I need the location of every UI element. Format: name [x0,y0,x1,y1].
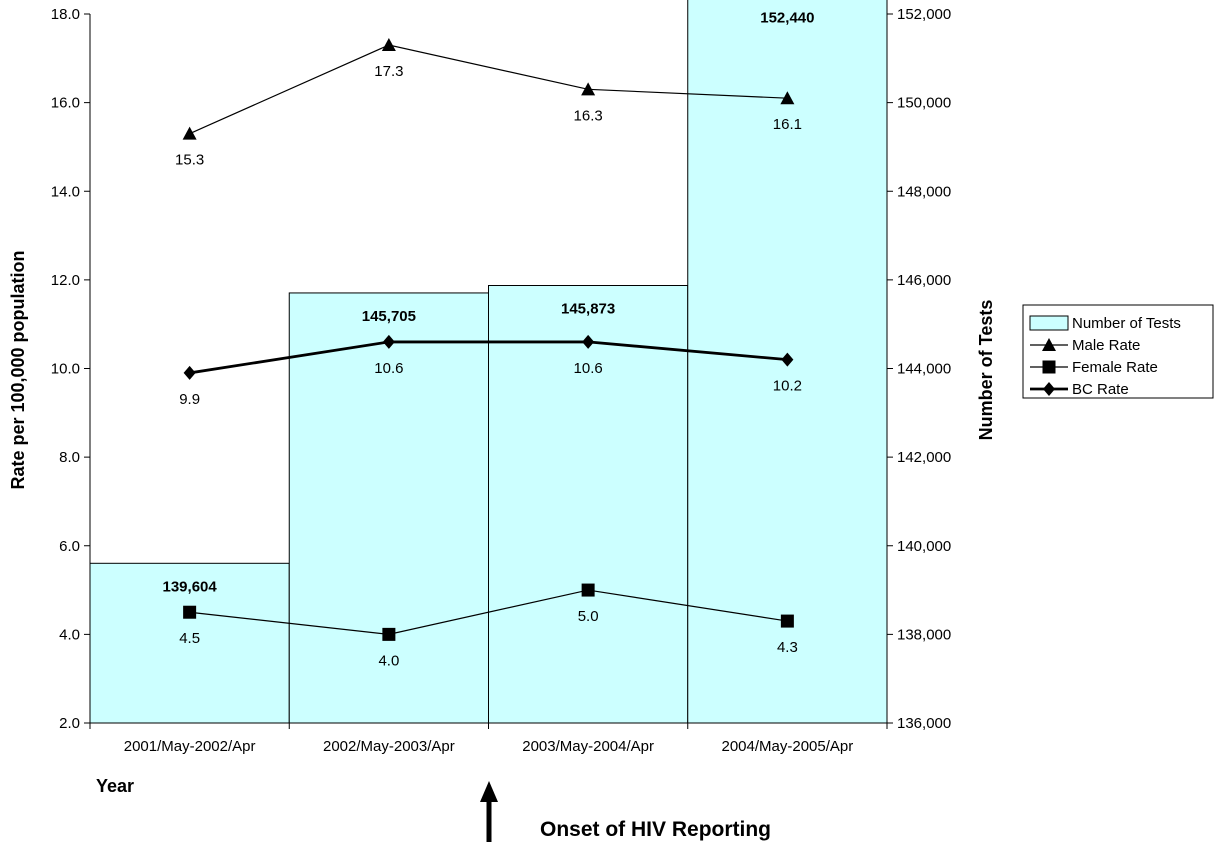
series-2-label-0: 9.9 [179,391,200,408]
bar-label-3: 152,440 [760,10,814,27]
series-2-point-2 [582,334,595,349]
series-1-point-2 [581,583,595,597]
y2-tick-label-8: 152,000 [897,6,951,23]
x-axis-title: Year [96,776,134,796]
y-tick-label-0: 2.0 [59,715,80,732]
x-tick-label-2: 2003/May-2004/Apr [522,738,654,755]
bar-2 [488,285,689,724]
axes-layer: 2.0 4.0 6.0 8.0 10.0 12.0 14.0 16.0 18.0 136,000 1… [51,6,951,755]
series-0-point-0 [182,126,197,140]
y-tick-label-7: 16.0 [51,95,80,112]
legend-label-1: Male Rate [1072,337,1140,354]
series-line-2 [189,340,788,375]
y2-tick-label-3: 142,000 [897,449,951,466]
y-tick-label-3: 8.0 [59,449,80,466]
series-2-label-1: 10.6 [374,360,403,377]
series-0-point-1 [381,38,396,52]
bar-1 [288,292,489,724]
y-tick-label-4: 10.0 [51,361,80,378]
legend-label-2: Female Rate [1072,359,1158,376]
legend-marker-1 [1042,338,1056,351]
bar-0 [89,562,290,724]
annotation-text: Onset of HIV Reporting [540,818,771,841]
labels-layer: 139,604 145,705 145,873 152,440 15.3 17.3 16.3… [163,10,815,670]
series-line-0 [189,44,788,135]
y2-tick-label-5: 146,000 [897,272,951,289]
series-0-label-2: 16.3 [574,107,603,124]
y2-axis-title: Number of Tests [976,300,996,441]
series-2-label-2: 10.6 [574,360,603,377]
series-line-1 [189,589,788,635]
series-1-point-1 [382,627,396,641]
x-tick-label-1: 2002/May-2003/Apr [323,738,455,755]
bars-layer [89,0,888,724]
y-tick-label-6: 14.0 [51,183,80,200]
legend: Number of Tests Male Rate Female Rate BC Ra… [1022,304,1214,399]
y2-tick-label-4: 144,000 [897,361,951,378]
legend-label-0: Number of Tests [1072,315,1181,332]
bar-label-1: 145,705 [362,308,416,325]
y2-tick-label-2: 140,000 [897,538,951,555]
x-tick-label-3: 2004/May-2005/Apr [722,738,854,755]
series-2-label-3: 10.2 [773,378,802,395]
y-tick-label-5: 12.0 [51,272,80,289]
y-tick-label-8: 18.0 [51,6,80,23]
y-tick-label-1: 4.0 [59,626,80,643]
series-2-point-1 [382,334,395,349]
y2-tick-label-6: 148,000 [897,183,951,200]
bar-label-0: 139,604 [163,578,218,595]
series-1-label-3: 4.3 [777,639,798,656]
legend-swatch-0 [1029,315,1069,331]
series-1-point-3 [780,614,794,628]
series-1-label-1: 4.0 [378,652,399,669]
y2-tick-label-7: 150,000 [897,95,951,112]
y2-tick-label-0: 136,000 [897,715,951,732]
legend-marker-3 [1043,382,1055,396]
series-0-label-3: 16.1 [773,116,802,133]
lines-layer [182,38,795,641]
legend-label-3: BC Rate [1072,381,1129,398]
series-1-label-0: 4.5 [179,630,200,647]
series-0-label-1: 17.3 [374,63,403,80]
annotation-arrow-head [480,781,498,802]
series-0-point-3 [780,91,795,105]
bar-label-2: 145,873 [561,301,615,318]
legend-marker-2 [1042,360,1056,374]
series-2-point-0 [183,365,196,380]
series-1-point-0 [183,605,197,619]
x-tick-label-0: 2001/May-2002/Apr [124,738,256,755]
y-tick-label-2: 6.0 [59,538,80,555]
y-axis-title: Rate per 100,000 population [8,250,28,489]
series-0-point-2 [581,82,596,96]
series-1-label-2: 5.0 [578,608,599,625]
series-2-point-3 [781,352,794,367]
y2-tick-label-1: 138,000 [897,626,951,643]
annotation: Onset of HIV Reporting [480,781,771,842]
series-0-label-0: 15.3 [175,152,204,169]
